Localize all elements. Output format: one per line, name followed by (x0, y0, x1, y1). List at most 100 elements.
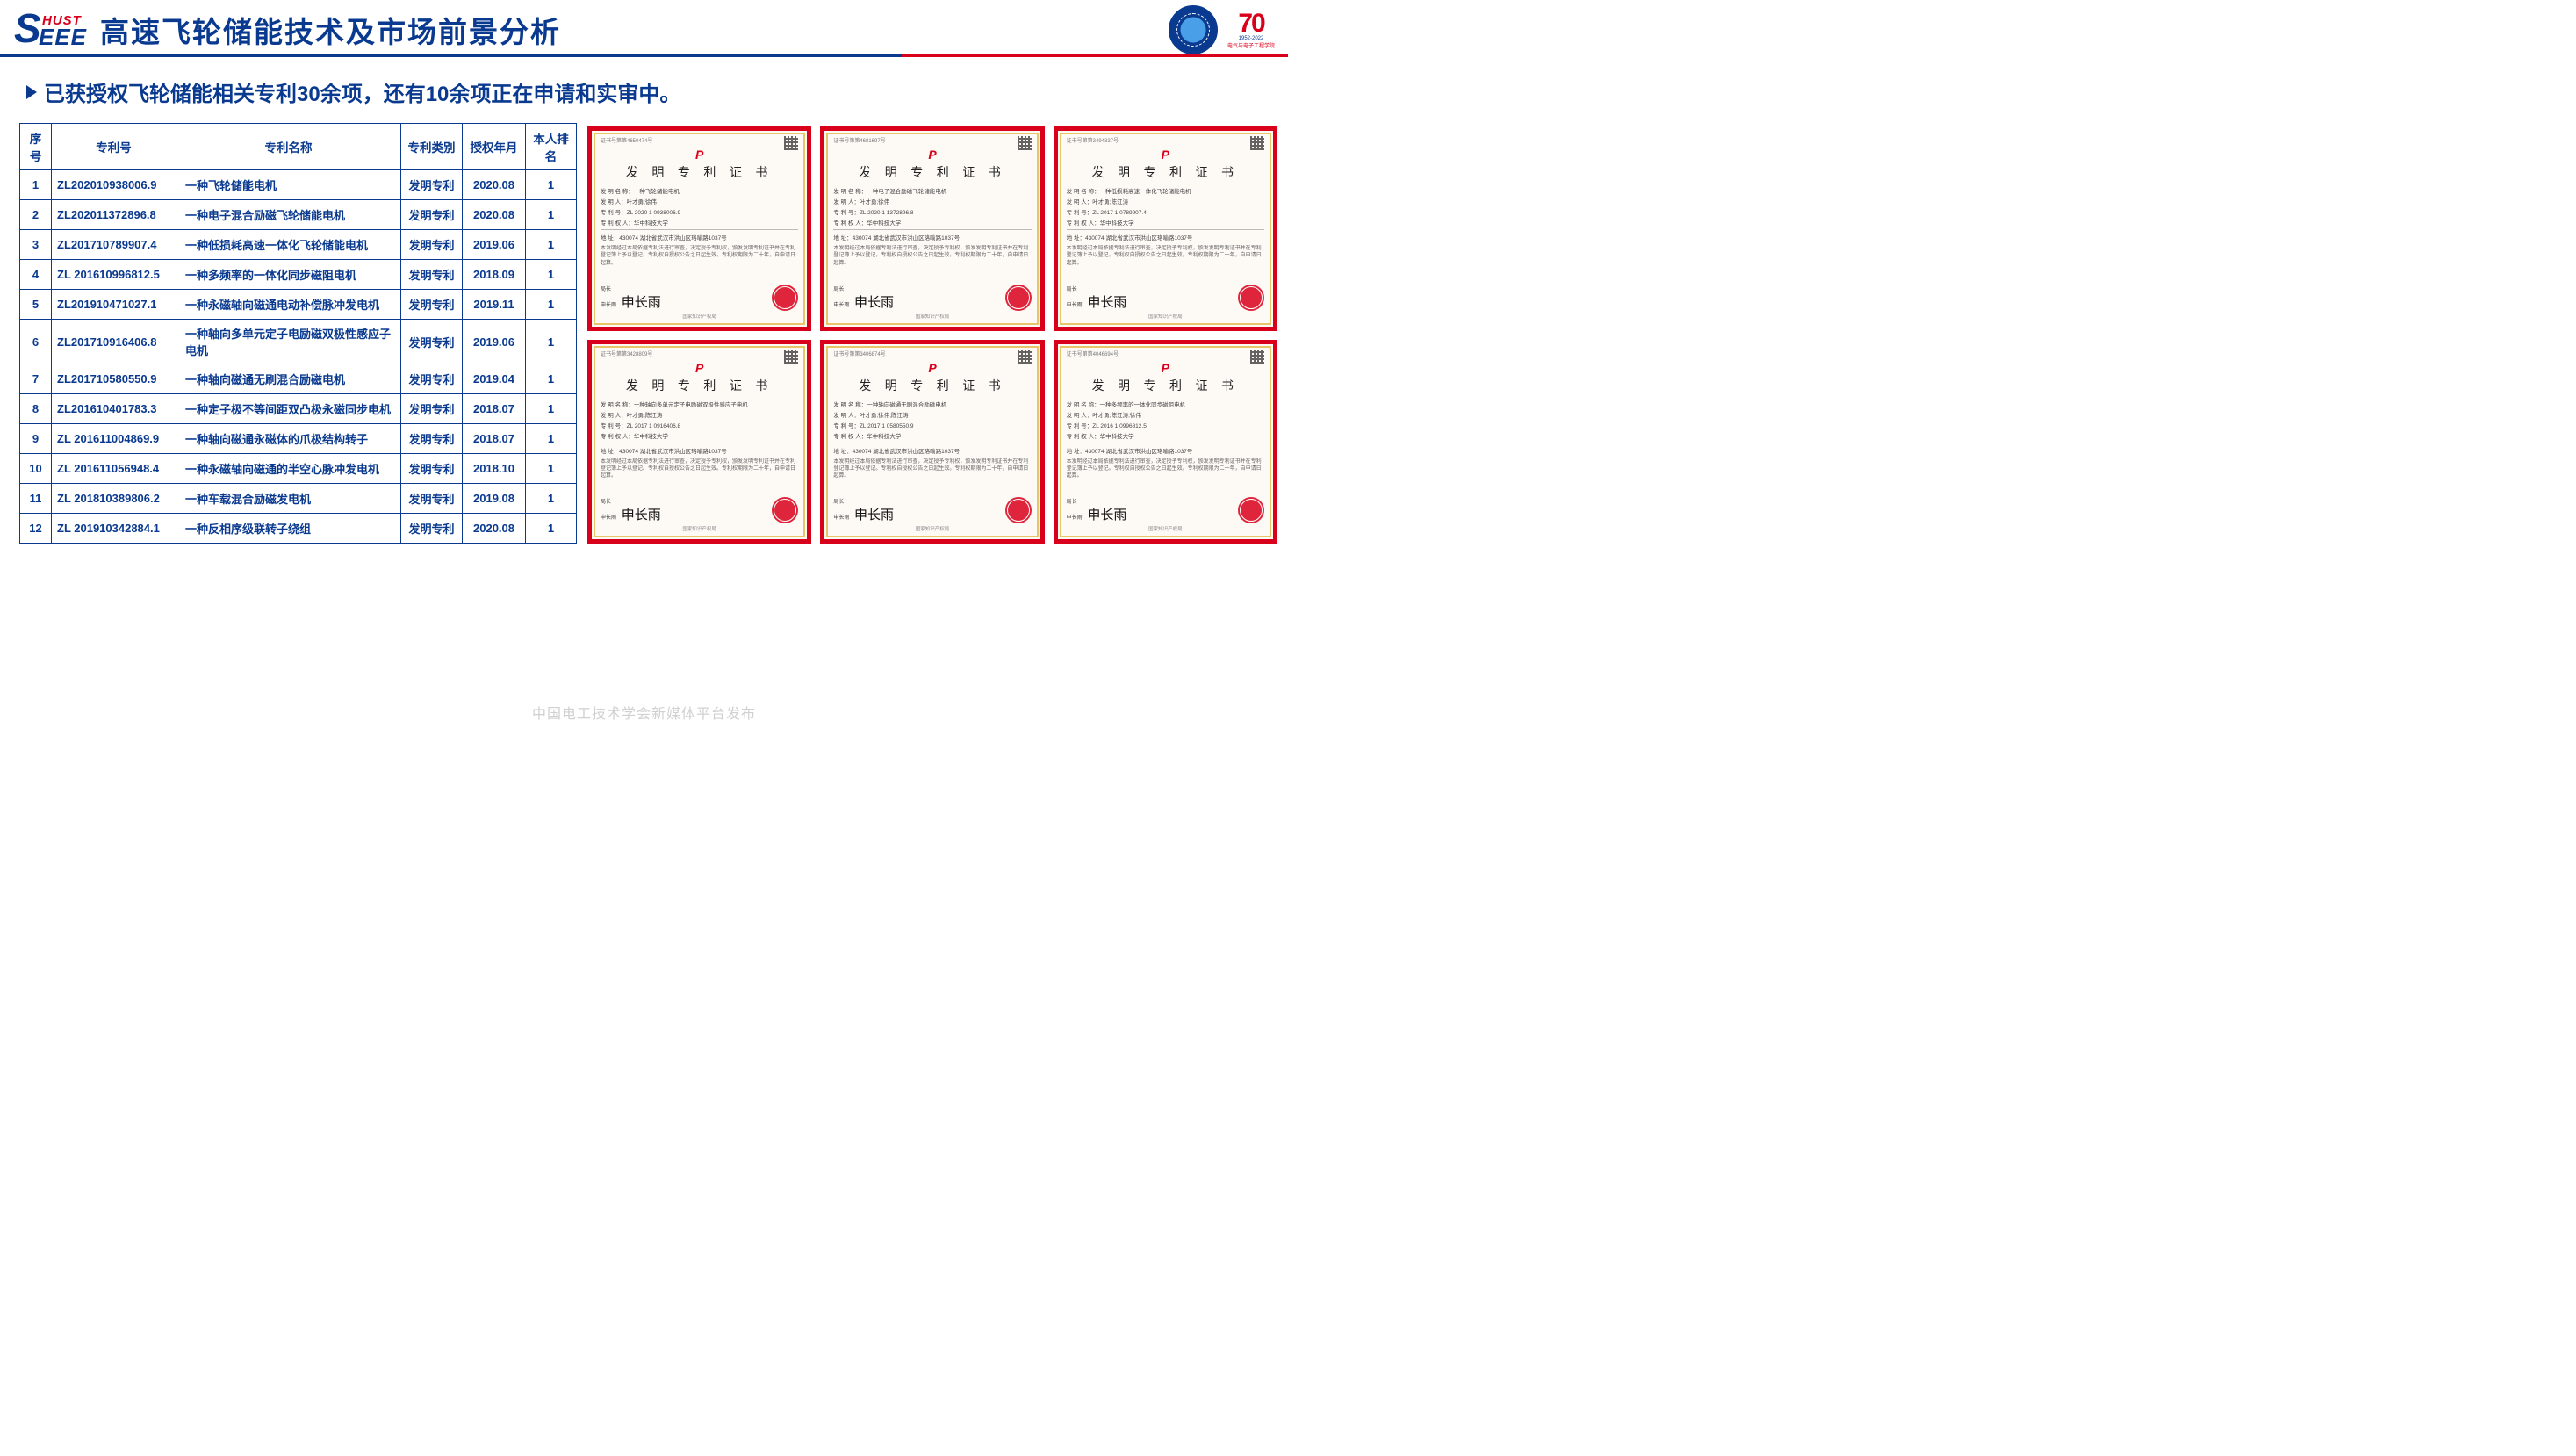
cert-field-inventor: 发 明 人：叶才勇;徐伟;陈江涛 (833, 410, 1031, 419)
official-seal-icon (1238, 497, 1264, 523)
cert-signature-block: 局长申长雨 申长雨 (601, 497, 661, 523)
header-emblems: 70 1952-2022 电气与电子工程学院 (1169, 5, 1276, 54)
cnipa-logo-icon: P (1067, 148, 1264, 161)
table-cell: 1 (526, 170, 577, 200)
watermark-text: 中国电工技术学会新媒体平台发布 (532, 702, 756, 723)
table-cell: 2020.08 (463, 514, 526, 544)
cert-number: 证书号第第4681697号 (833, 136, 885, 144)
table-cell: 7 (20, 364, 52, 394)
table-row: 7ZL201710580550.9一种轴向磁通无刷混合励磁电机发明专利2019.… (20, 364, 577, 394)
cnipa-logo-icon: P (1067, 362, 1264, 374)
cert-title: 发 明 专 利 证 书 (601, 163, 798, 181)
table-cell: 1 (526, 484, 577, 514)
certificate-card: 证书号第第3494337号 P 发 明 专 利 证 书 发 明 名 称：一种低损… (1054, 126, 1277, 331)
table-cell: 9 (20, 424, 52, 454)
table-cell: 一种反相序级联转子绕组 (176, 514, 401, 544)
cert-field-inventor: 发 明 人：叶才勇;陈江涛 (601, 410, 798, 419)
cert-field-name: 发 明 名 称：一种飞轮储能电机 (601, 186, 798, 195)
cert-title: 发 明 专 利 证 书 (833, 377, 1031, 394)
table-header-cell: 专利号 (52, 124, 176, 170)
table-cell: 一种飞轮储能电机 (176, 170, 401, 200)
table-cell: 8 (20, 394, 52, 424)
cert-title: 发 明 专 利 证 书 (833, 163, 1031, 181)
table-header-cell: 专利名称 (176, 124, 401, 170)
cert-field-name: 发 明 名 称：一种多频率的一体化同步磁阻电机 (1067, 400, 1264, 408)
table-row: 3ZL201710789907.4一种低损耗高速一体化飞轮储能电机发明专利201… (20, 230, 577, 260)
table-cell: 2019.08 (463, 484, 526, 514)
cert-title: 发 明 专 利 证 书 (601, 377, 798, 394)
table-header-cell: 序号 (20, 124, 52, 170)
table-cell: ZL201610401783.3 (52, 394, 176, 424)
table-cell: 发明专利 (401, 424, 463, 454)
table-cell: 2020.08 (463, 170, 526, 200)
logo-s: S (14, 4, 41, 52)
cert-number: 证书号第第4046694号 (1067, 350, 1119, 357)
table-cell: 发明专利 (401, 364, 463, 394)
table-cell: 1 (526, 364, 577, 394)
cert-signature-block: 局长申长雨 申长雨 (1067, 285, 1127, 311)
cert-signature-block: 局长申长雨 申长雨 (833, 497, 894, 523)
table-header-cell: 专利类别 (401, 124, 463, 170)
table-cell: ZL201710580550.9 (52, 364, 176, 394)
cert-body-text: 本发明经过本局依据专利法进行审查，决定授予专利权，颁发发明专利证书并在专利登记簿… (1067, 458, 1264, 485)
table-cell: 发明专利 (401, 514, 463, 544)
table-row: 9ZL 201611004869.9一种轴向磁通永磁体的爪极结构转子发明专利20… (20, 424, 577, 454)
cert-body-text: 本发明经过本局依据专利法进行审查，决定授予专利权，颁发发明专利证书并在专利登记簿… (833, 458, 1031, 485)
cert-field-addr: 地 址：430074 湖北省武汉市洪山区珞喻路1037号 (833, 233, 1031, 241)
table-row: 1ZL202010938006.9一种飞轮储能电机发明专利2020.081 (20, 170, 577, 200)
cert-footnote: 国家知识产权局 (833, 525, 1031, 532)
cert-number: 证书号第第3428809号 (601, 350, 652, 357)
table-cell: ZL202011372896.8 (52, 200, 176, 230)
table-cell: 一种轴向磁通无刷混合励磁电机 (176, 364, 401, 394)
table-cell: ZL 201610996812.5 (52, 260, 176, 290)
cert-footnote: 国家知识产权局 (1067, 525, 1264, 532)
qr-code-icon (1018, 350, 1032, 364)
table-cell: 一种永磁轴向磁通的半空心脉冲发电机 (176, 454, 401, 484)
table-row: 5ZL201910471027.1一种永磁轴向磁通电动补偿脉冲发电机发明专利20… (20, 290, 577, 320)
table-cell: 发明专利 (401, 290, 463, 320)
cnipa-logo-icon: P (601, 362, 798, 374)
table-cell: ZL201910471027.1 (52, 290, 176, 320)
official-seal-icon (1238, 285, 1264, 311)
table-cell: 一种轴向多单元定子电励磁双极性感应子电机 (176, 320, 401, 364)
signature: 申长雨 (622, 296, 661, 310)
signature: 申长雨 (854, 296, 894, 310)
table-cell: 发明专利 (401, 454, 463, 484)
cert-field-owner: 专 利 权 人：华中科技大学 (833, 218, 1031, 227)
table-cell: 2019.06 (463, 320, 526, 364)
table-cell: ZL 201910342884.1 (52, 514, 176, 544)
table-cell: ZL 201810389806.2 (52, 484, 176, 514)
qr-code-icon (784, 350, 798, 364)
cert-footnote: 国家知识产权局 (601, 525, 798, 532)
cert-field-name: 发 明 名 称：一种低损耗高速一体化飞轮储能电机 (1067, 186, 1264, 195)
table-cell: 1 (526, 394, 577, 424)
table-cell: 一种低损耗高速一体化飞轮储能电机 (176, 230, 401, 260)
logo-eee: EEE (39, 24, 87, 51)
table-cell: 发明专利 (401, 484, 463, 514)
table-cell: 1 (526, 260, 577, 290)
table-row: 4ZL 201610996812.5一种多频率的一体化同步磁阻电机发明专利201… (20, 260, 577, 290)
signature: 申长雨 (1087, 296, 1126, 310)
cert-field-addr: 地 址：430074 湖北省武汉市洪山区珞喻路1037号 (1067, 233, 1264, 241)
qr-code-icon (1018, 136, 1032, 150)
cert-field-inventor: 发 明 人：叶才勇;徐伟 (833, 197, 1031, 205)
table-row: 6ZL201710916406.8一种轴向多单元定子电励磁双极性感应子电机发明专… (20, 320, 577, 364)
cert-signature-block: 局长申长雨 申长雨 (601, 285, 661, 311)
certificate-card: 证书号第第3406874号 P 发 明 专 利 证 书 发 明 名 称：一种轴向… (820, 340, 1044, 544)
certificate-card: 证书号第第4681697号 P 发 明 专 利 证 书 发 明 名 称：一种电子… (820, 126, 1044, 331)
cert-field-owner: 专 利 权 人：华中科技大学 (1067, 431, 1264, 440)
slide-title: 高速飞轮储能技术及市场前景分析 (100, 9, 561, 51)
official-seal-icon (1005, 285, 1032, 311)
cert-footnote: 国家知识产权局 (833, 313, 1031, 320)
table-cell: 1 (526, 424, 577, 454)
cert-field-name: 发 明 名 称：一种轴向磁通无刷混合励磁电机 (833, 400, 1031, 408)
table-cell: 一种永磁轴向磁通电动补偿脉冲发电机 (176, 290, 401, 320)
official-seal-icon (1005, 497, 1032, 523)
anniversary-70-icon: 70 1952-2022 电气与电子工程学院 (1227, 5, 1276, 54)
cert-field-patentno: 专 利 号：ZL 2020 1 0938006.9 (601, 207, 798, 216)
table-cell: 3 (20, 230, 52, 260)
certificate-card: 证书号第第4650474号 P 发 明 专 利 证 书 发 明 名 称：一种飞轮… (587, 126, 811, 331)
table-cell: 1 (526, 320, 577, 364)
table-cell: 4 (20, 260, 52, 290)
cert-field-owner: 专 利 权 人：华中科技大学 (833, 431, 1031, 440)
